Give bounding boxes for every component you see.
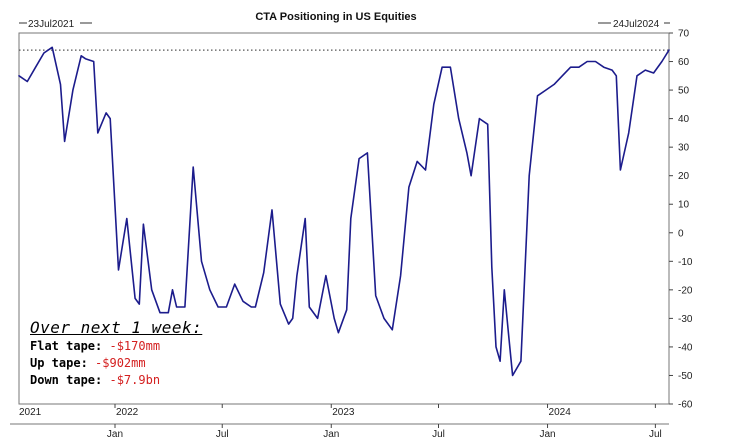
annotation-row-down: Down tape: -$7.9bn: [30, 372, 230, 389]
end-date-label: 24Jul2024: [613, 19, 660, 30]
y-tick-label: 50: [678, 86, 690, 97]
annotation-value: -$170mm: [109, 339, 161, 353]
y-tick-label: 40: [678, 114, 690, 125]
x-year-label: 2022: [116, 407, 139, 418]
x-month-label: Jul: [649, 429, 662, 440]
y-tick-label: -30: [678, 314, 693, 325]
x-month-label: Jan: [107, 429, 123, 440]
y-tick-label: -40: [678, 342, 693, 353]
flow-annotation: Over next 1 week: Flat tape: -$170mm Up …: [30, 319, 230, 389]
y-axis: 70 60 50 40 30 20 10 0 -10 -20 -30 -40 -50 -60: [669, 29, 693, 411]
annotation-row-flat: Flat tape: -$170mm: [30, 338, 230, 355]
y-tick-label: -10: [678, 257, 693, 268]
annotation-label: Up tape:: [30, 356, 88, 370]
annotation-label: Flat tape:: [30, 339, 103, 353]
x-month-label: Jul: [216, 429, 229, 440]
x-month-label: Jan: [539, 429, 555, 440]
x-year-label: 2021: [19, 407, 42, 418]
start-date-label: 23Jul2021: [28, 19, 75, 30]
end-date-tag: 24Jul2024: [598, 19, 670, 30]
annotation-value: -$902mm: [95, 356, 146, 370]
y-tick-label: -20: [678, 285, 693, 296]
x-year-label: 2023: [332, 407, 355, 418]
chart-title: CTA Positioning in US Equities: [255, 11, 416, 23]
x-month-label: Jul: [432, 429, 445, 440]
y-tick-label: 70: [678, 29, 690, 40]
y-tick-label: 20: [678, 171, 690, 182]
plot-frame: [10, 32, 670, 425]
y-tick-label: 30: [678, 143, 690, 154]
x-axis: Jan Jul Jan Jul Jan Jul 2021 2022 2023 2024: [19, 404, 662, 440]
series-group: [18, 46, 670, 377]
start-date-tag: 23Jul2021: [19, 19, 92, 30]
x-month-label: Jan: [323, 429, 339, 440]
plot-border: [18, 32, 670, 405]
x-year-label: 2024: [549, 407, 572, 418]
y-tick-label: -50: [678, 371, 693, 382]
y-tick-label: -60: [678, 400, 693, 411]
annotation-value: -$7.9bn: [109, 373, 161, 387]
annotation-label: Down tape:: [30, 373, 103, 387]
y-tick-label: 60: [678, 57, 690, 68]
annotation-heading: Over next 1 week:: [30, 318, 203, 337]
y-tick-label: 10: [678, 200, 690, 211]
y-tick-label: 0: [678, 228, 684, 239]
series-line: [18, 46, 670, 377]
annotation-row-up: Up tape: -$902mm: [30, 355, 230, 372]
